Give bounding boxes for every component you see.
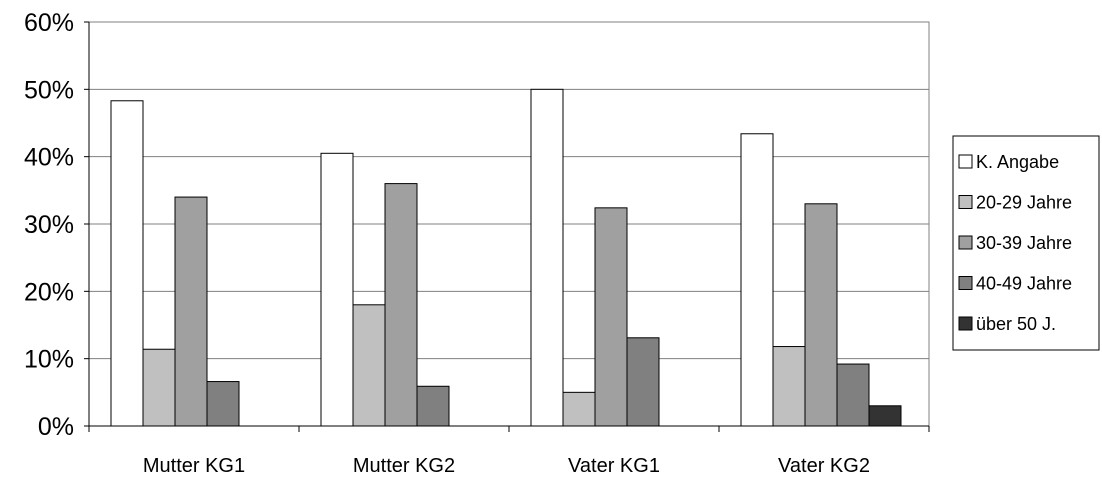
y-tick-label: 20% <box>24 278 74 306</box>
y-tick-label: 30% <box>24 211 74 239</box>
y-axis-ticks: 0% 10% 20% 30% 40% 50% 60% <box>24 9 89 441</box>
bar <box>142 348 176 427</box>
bar <box>320 152 354 427</box>
y-tick-label: 60% <box>24 9 74 37</box>
y-tick-label: 10% <box>24 346 74 374</box>
bar <box>530 88 564 427</box>
x-axis: Mutter KG1 Mutter KG2 Vater KG1 Vater KG2 <box>88 22 930 477</box>
bar <box>740 133 774 427</box>
legend-label: 40-49 Jahre <box>976 274 1072 294</box>
y-tick-label: 0% <box>38 413 74 441</box>
legend-swatch <box>958 154 973 169</box>
legend-swatch <box>958 276 973 290</box>
bar <box>868 405 902 427</box>
bar <box>110 100 144 427</box>
x-tick-label: Mutter KG1 <box>143 455 245 477</box>
bar <box>352 304 386 427</box>
bar <box>416 385 450 427</box>
legend-swatch <box>958 316 973 331</box>
bar <box>206 381 240 427</box>
legend-label: K. Angabe <box>976 152 1059 172</box>
bar <box>594 207 628 427</box>
bar <box>836 363 870 427</box>
y-tick-label: 50% <box>24 76 74 104</box>
legend: K. Angabe 20-29 Jahre 30-39 Jahre 40-49 Jah… <box>952 135 1100 351</box>
legend-swatch <box>958 235 973 250</box>
bar <box>626 337 660 427</box>
legend-label: 20-29 Jahre <box>976 193 1072 213</box>
bar <box>562 391 596 427</box>
legend-label: über 50 J. <box>976 314 1056 334</box>
legend-swatch <box>958 195 973 209</box>
bar <box>804 203 838 427</box>
x-tick-label: Mutter KG2 <box>353 455 455 477</box>
y-tick-label: 40% <box>24 144 74 172</box>
legend-label: 30-39 Jahre <box>976 233 1072 253</box>
bars <box>110 88 902 427</box>
bar <box>772 346 806 427</box>
x-tick-label: Vater KG2 <box>778 455 870 477</box>
bar <box>174 196 208 427</box>
bar <box>384 183 418 427</box>
x-tick-label: Vater KG1 <box>568 455 660 477</box>
legend-box <box>952 135 1100 351</box>
